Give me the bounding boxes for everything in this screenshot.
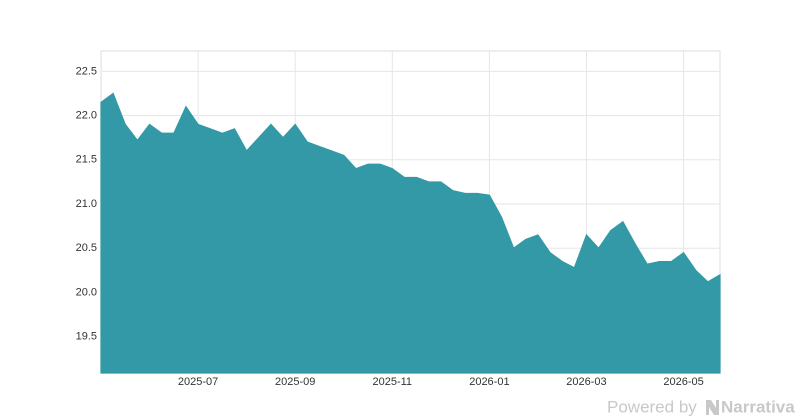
x-tick-label: 2025-09 (275, 376, 315, 388)
x-tick-label: 2025-11 (373, 376, 413, 388)
marks (100, 92, 721, 374)
footer-brand: Narrativa (721, 397, 795, 416)
footer-text: Powered by (607, 397, 697, 416)
x-tick-label: 2026-01 (469, 376, 509, 388)
y-tick-label: 19.5 (76, 331, 97, 343)
y-tick-label: 22.0 (76, 109, 97, 121)
labels: 19.5 20.0 20.5 21.0 21.5 22.0 22.5 2025-07 2025-… (76, 65, 704, 388)
y-tick-label: 21.5 (76, 154, 97, 166)
x-tick-label: 2026-05 (663, 376, 703, 388)
x-tick-label: 2025-07 (178, 376, 218, 388)
y-tick-label: 21.0 (76, 198, 97, 210)
brand-logo (706, 400, 719, 415)
area (100, 92, 721, 374)
y-tick-label: 22.5 (76, 65, 97, 77)
y-tick-label: 20.5 (76, 242, 97, 254)
y-tick-label: 20.0 (76, 286, 97, 298)
x-tick-label: 2026-03 (566, 376, 606, 388)
